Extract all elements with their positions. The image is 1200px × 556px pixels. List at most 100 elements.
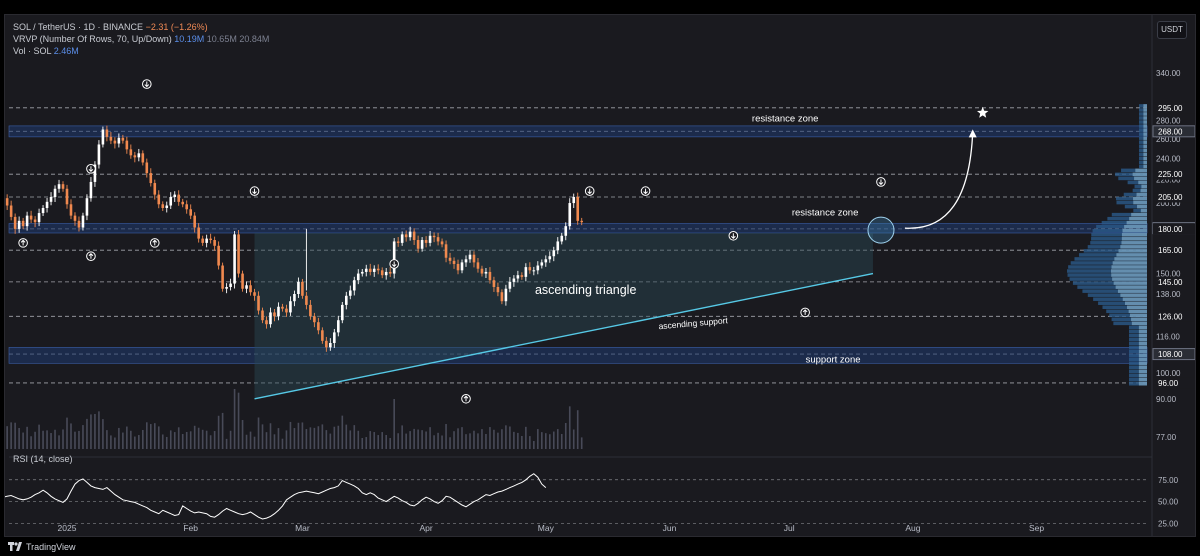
level-tag-bg (1153, 223, 1195, 235)
volume-bar (50, 433, 52, 449)
candle-body (173, 194, 177, 198)
price-tick-label: 100.00 (1156, 369, 1181, 378)
candle-body (105, 129, 109, 137)
level-tag-label: 268.00 (1158, 127, 1183, 136)
currency-button[interactable]: USDT (1157, 21, 1187, 39)
tradingview-logo[interactable]: TradingView (8, 540, 76, 553)
volume-bar (130, 430, 132, 449)
rsi-tick-label: 75.00 (1158, 476, 1179, 485)
volume-bar (545, 433, 547, 449)
profile-row (1129, 365, 1147, 370)
candle-body (360, 271, 364, 274)
volume-bar (245, 434, 248, 449)
volume-bar (46, 430, 48, 449)
volume-legend[interactable]: Vol · SOL 2.46M (13, 46, 79, 56)
volume-bar (193, 425, 196, 449)
volume-bar (22, 432, 24, 449)
candle-body (321, 330, 324, 341)
profile-row (1082, 289, 1147, 293)
volume-bar (576, 410, 579, 449)
volume-bar (429, 427, 431, 449)
volume-bar (221, 412, 224, 449)
candle-body (404, 234, 408, 238)
profile-row-up (1120, 293, 1147, 297)
volume-bar (305, 429, 308, 449)
symbol-name[interactable]: SOL / TetherUS · 1D · BINANCE (13, 22, 144, 32)
candle-body (69, 204, 73, 216)
candle-body (440, 241, 444, 245)
volume-bar (273, 434, 276, 449)
volume-bar (197, 427, 200, 449)
vrvp-value-up: 10.19M (174, 34, 205, 44)
vrvp-legend[interactable]: VRVP (Number Of Rows, 70, Up/Down) 10.19… (13, 34, 269, 44)
profile-row (1069, 277, 1147, 281)
rsi-label[interactable]: RSI (14, close) (13, 454, 73, 464)
chart-canvas[interactable]: resistance zone resistance zone support zo… (5, 15, 1196, 537)
profile-row (1115, 196, 1147, 201)
vol-label[interactable]: Vol · SOL (13, 46, 52, 56)
profile-row (1067, 273, 1147, 277)
volume-bar (62, 429, 64, 449)
profile-row (1129, 361, 1147, 366)
volume-bar (297, 422, 300, 449)
chart-pane[interactable]: resistance zone resistance zone support zo… (4, 14, 1196, 537)
profile-row (1087, 245, 1147, 249)
volume-bar (165, 436, 168, 449)
volume-bar (481, 429, 483, 449)
profile-row (1129, 333, 1147, 338)
resistance-zone-mid-label: resistance zone (792, 207, 859, 218)
time-tick-label: Sep (1029, 523, 1044, 533)
volume-bar (233, 389, 236, 449)
volume-bar (122, 432, 124, 449)
profile-row (1113, 321, 1147, 326)
time-tick-label: Mar (295, 523, 310, 533)
rsi-legend[interactable]: RSI (14, close) (13, 454, 73, 464)
volume-bar (265, 432, 268, 449)
volume-bar (34, 431, 36, 449)
volume-bar (142, 429, 144, 449)
candle-body (241, 273, 244, 289)
candle-body (524, 267, 528, 277)
candle-body (29, 215, 33, 220)
candle-body (333, 332, 336, 343)
profile-row-up (1138, 345, 1147, 350)
profile-row (1129, 341, 1147, 346)
profile-row-up (1143, 164, 1147, 169)
candle-body (209, 238, 212, 241)
candle-body (500, 292, 504, 302)
level-tag-label: 205.00 (1158, 193, 1183, 202)
candle-body (536, 265, 540, 271)
volume-bar (138, 435, 140, 449)
profile-row-up (1143, 148, 1147, 152)
profile-row-up (1131, 212, 1147, 217)
profile-row-up (1138, 361, 1147, 366)
volume-bar (473, 430, 475, 449)
candle-body (428, 235, 432, 243)
candle-body (444, 244, 448, 258)
vrvp-label[interactable]: VRVP (Number Of Rows, 70, Up/Down) (13, 34, 172, 44)
volume-bar (489, 427, 491, 449)
volume-bar (560, 433, 563, 449)
candle-body (13, 216, 17, 229)
profile-row-up (1122, 228, 1147, 233)
price-tick-label: 77.00 (1156, 433, 1177, 442)
volume-bar (169, 430, 172, 449)
candle-body (193, 215, 196, 228)
price-tick-label: 116.00 (1156, 333, 1180, 342)
candle-body (552, 250, 556, 257)
candle-body (189, 209, 192, 216)
candle-body (149, 173, 153, 184)
profile-row (1134, 184, 1147, 189)
profile-row-up (1138, 333, 1147, 338)
price-tick-label: 90.00 (1156, 395, 1177, 404)
candle-body (249, 285, 252, 293)
volume-bar (30, 436, 32, 449)
candle-body (372, 268, 376, 272)
profile-row-up (1126, 220, 1147, 225)
symbol-legend[interactable]: SOL / TetherUS · 1D · BINANCE −2.31 (−1.… (13, 22, 208, 32)
candle-body (544, 259, 548, 263)
volume-bar (469, 433, 471, 449)
level-tag-bg (1153, 276, 1195, 288)
price-tick-label: 200.00 (1156, 199, 1181, 208)
volume-bar (94, 413, 96, 449)
